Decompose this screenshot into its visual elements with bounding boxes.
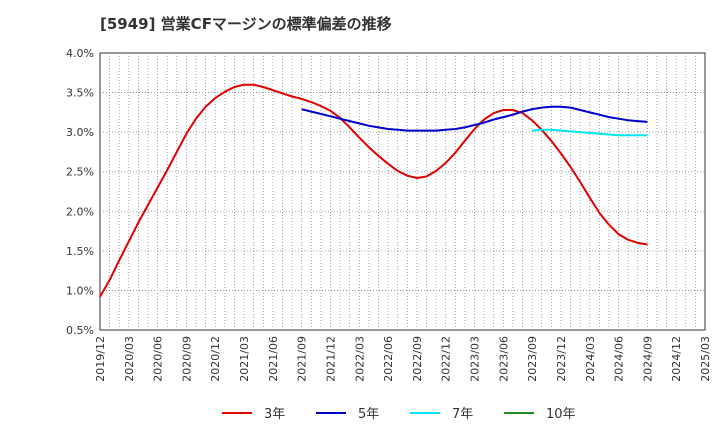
x-tick-label: 2021/12 xyxy=(324,336,337,382)
x-tick-label: 2020/12 xyxy=(209,336,222,382)
y-tick-label: 2.5% xyxy=(66,166,94,179)
grid-lines xyxy=(100,53,705,330)
chart-title: [5949] 営業CFマージンの標準偏差の推移 xyxy=(100,15,392,33)
x-tick-label: 2022/12 xyxy=(440,336,453,382)
x-tick-label: 2021/03 xyxy=(238,336,251,382)
legend-label: 7年 xyxy=(452,407,473,422)
legend-label: 10年 xyxy=(546,407,576,422)
x-tick-label: 2022/03 xyxy=(353,336,366,382)
x-tick-label: 2020/03 xyxy=(123,336,136,382)
x-tick-label: 2023/03 xyxy=(469,336,482,382)
y-tick-label: 3.0% xyxy=(66,126,94,139)
x-tick-label: 2021/06 xyxy=(267,336,280,382)
y-tick-label: 1.5% xyxy=(66,245,94,258)
x-tick-label: 2024/09 xyxy=(641,336,654,382)
x-tick-label: 2024/03 xyxy=(584,336,597,382)
y-tick-label: 2.0% xyxy=(66,205,94,218)
y-tick-label: 0.5% xyxy=(66,324,94,337)
x-tick-label: 2023/06 xyxy=(497,336,510,382)
series-line xyxy=(301,105,648,132)
legend: 3年 5年 7年 10年 xyxy=(222,407,576,422)
x-tick-label: 2019/12 xyxy=(94,336,107,382)
y-axis-ticks: 0.5% 1.0% 1.5% 2.0% 2.5% 3.0% 3.5% 4.0% xyxy=(66,47,94,337)
x-tick-label: 2024/12 xyxy=(670,336,683,382)
x-tick-label: 2023/09 xyxy=(526,336,539,382)
y-tick-label: 1.0% xyxy=(66,284,94,297)
x-axis-ticks: 2019/12 2020/03 2020/06 2020/09 2020/12 2021/… xyxy=(94,336,712,382)
legend-label: 3年 xyxy=(264,407,285,422)
x-tick-label: 2022/09 xyxy=(411,336,424,382)
x-tick-label: 2023/12 xyxy=(555,336,568,382)
plot-area xyxy=(99,52,706,331)
x-tick-label: 2024/06 xyxy=(613,336,626,382)
x-tick-label: 2020/09 xyxy=(180,336,193,382)
x-tick-label: 2020/06 xyxy=(152,336,165,382)
x-tick-label: 2021/09 xyxy=(296,336,309,382)
y-tick-label: 3.5% xyxy=(66,87,94,100)
y-tick-label: 4.0% xyxy=(66,47,94,60)
x-tick-label: 2022/06 xyxy=(382,336,395,382)
series-lines xyxy=(99,83,648,298)
series-line xyxy=(99,83,648,298)
x-tick-label: 2025/03 xyxy=(699,336,712,382)
legend-label: 5年 xyxy=(358,407,379,422)
series-line xyxy=(532,128,648,137)
